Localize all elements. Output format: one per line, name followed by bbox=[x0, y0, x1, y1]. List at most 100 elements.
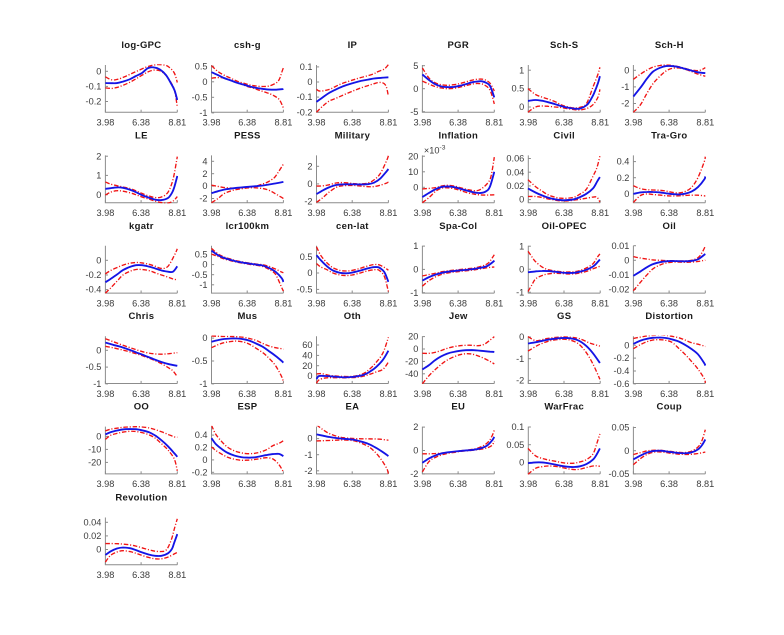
svg-text:0: 0 bbox=[413, 84, 418, 94]
svg-text:0: 0 bbox=[624, 255, 629, 265]
svg-text:0.5: 0.5 bbox=[195, 250, 208, 260]
svg-text:20: 20 bbox=[302, 361, 312, 371]
svg-text:6.38: 6.38 bbox=[238, 118, 256, 128]
svg-text:6.38: 6.38 bbox=[449, 298, 467, 308]
svg-text:1: 1 bbox=[519, 241, 524, 251]
svg-text:8.81: 8.81 bbox=[485, 389, 503, 399]
svg-text:8.81: 8.81 bbox=[591, 298, 609, 308]
svg-text:3.98: 3.98 bbox=[624, 389, 642, 399]
svg-text:8.81: 8.81 bbox=[274, 118, 292, 128]
svg-text:-0.2: -0.2 bbox=[192, 467, 208, 477]
svg-text:6.38: 6.38 bbox=[555, 479, 573, 489]
svg-text:6.38: 6.38 bbox=[132, 479, 150, 489]
svg-text:6.38: 6.38 bbox=[660, 298, 678, 308]
svg-text:3.98: 3.98 bbox=[96, 570, 114, 580]
svg-text:8.81: 8.81 bbox=[379, 479, 397, 489]
svg-text:3.98: 3.98 bbox=[96, 118, 114, 128]
svg-text:0: 0 bbox=[202, 333, 207, 343]
svg-text:0.01: 0.01 bbox=[612, 241, 630, 251]
svg-text:6.38: 6.38 bbox=[238, 298, 256, 308]
svg-text:0: 0 bbox=[519, 332, 524, 342]
svg-text:8.81: 8.81 bbox=[379, 298, 397, 308]
svg-text:0: 0 bbox=[307, 268, 312, 278]
svg-text:6.38: 6.38 bbox=[555, 389, 573, 399]
svg-text:4: 4 bbox=[202, 156, 207, 166]
svg-text:3.98: 3.98 bbox=[624, 479, 642, 489]
svg-text:8.81: 8.81 bbox=[696, 208, 714, 218]
svg-text:8.81: 8.81 bbox=[485, 118, 503, 128]
svg-text:-1: -1 bbox=[410, 288, 418, 298]
svg-text:3.98: 3.98 bbox=[519, 208, 537, 218]
svg-text:-0.5: -0.5 bbox=[86, 362, 102, 372]
svg-text:2: 2 bbox=[307, 161, 312, 171]
svg-text:0: 0 bbox=[624, 446, 629, 456]
svg-text:Chris: Chris bbox=[129, 311, 155, 322]
svg-text:0.04: 0.04 bbox=[506, 167, 524, 177]
svg-text:0: 0 bbox=[519, 264, 524, 274]
svg-text:0.5: 0.5 bbox=[195, 61, 208, 71]
svg-text:6.38: 6.38 bbox=[660, 479, 678, 489]
svg-text:0: 0 bbox=[519, 195, 524, 205]
svg-text:6.38: 6.38 bbox=[343, 208, 361, 218]
svg-text:3.98: 3.98 bbox=[413, 118, 431, 128]
svg-text:0: 0 bbox=[96, 66, 101, 76]
svg-text:0: 0 bbox=[96, 345, 101, 355]
svg-text:-2: -2 bbox=[304, 466, 312, 476]
svg-text:3.98: 3.98 bbox=[413, 389, 431, 399]
svg-text:0: 0 bbox=[413, 446, 418, 456]
svg-text:Spa-Col: Spa-Col bbox=[439, 221, 477, 232]
svg-text:EU: EU bbox=[451, 402, 465, 413]
svg-text:cen-lat: cen-lat bbox=[336, 221, 369, 232]
svg-text:0: 0 bbox=[624, 65, 629, 75]
svg-text:-0.05: -0.05 bbox=[608, 469, 629, 479]
svg-text:3.98: 3.98 bbox=[203, 118, 221, 128]
svg-text:3.98: 3.98 bbox=[96, 208, 114, 218]
svg-text:Sch-S: Sch-S bbox=[550, 40, 578, 51]
svg-text:EA: EA bbox=[345, 402, 359, 413]
svg-text:0: 0 bbox=[202, 181, 207, 191]
svg-text:-1: -1 bbox=[621, 82, 629, 92]
svg-text:0: 0 bbox=[96, 432, 101, 442]
svg-text:2: 2 bbox=[96, 151, 101, 161]
svg-text:0.04: 0.04 bbox=[84, 517, 102, 527]
svg-text:0: 0 bbox=[307, 179, 312, 189]
svg-text:-2: -2 bbox=[410, 469, 418, 479]
svg-text:8.81: 8.81 bbox=[379, 389, 397, 399]
svg-text:0: 0 bbox=[624, 189, 629, 199]
svg-text:OO: OO bbox=[134, 402, 149, 413]
svg-text:6.38: 6.38 bbox=[132, 208, 150, 218]
svg-text:3.98: 3.98 bbox=[96, 479, 114, 489]
svg-text:3.98: 3.98 bbox=[203, 479, 221, 489]
svg-text:-0.4: -0.4 bbox=[614, 366, 630, 376]
svg-text:0: 0 bbox=[413, 265, 418, 275]
svg-text:-1: -1 bbox=[199, 108, 207, 118]
svg-text:8.81: 8.81 bbox=[485, 208, 503, 218]
svg-text:0: 0 bbox=[519, 458, 524, 468]
svg-text:6.38: 6.38 bbox=[132, 389, 150, 399]
svg-text:0.05: 0.05 bbox=[506, 440, 524, 450]
svg-text:-0.6: -0.6 bbox=[614, 379, 630, 389]
svg-text:8.81: 8.81 bbox=[168, 298, 186, 308]
svg-text:8.81: 8.81 bbox=[274, 389, 292, 399]
svg-text:-0.2: -0.2 bbox=[86, 270, 102, 280]
svg-text:-1: -1 bbox=[199, 280, 207, 290]
svg-text:3.98: 3.98 bbox=[413, 298, 431, 308]
svg-text:6.38: 6.38 bbox=[343, 118, 361, 128]
svg-text:Military: Military bbox=[335, 130, 371, 141]
svg-text:3.98: 3.98 bbox=[624, 208, 642, 218]
svg-text:-20: -20 bbox=[405, 357, 418, 367]
svg-text:8.81: 8.81 bbox=[168, 208, 186, 218]
svg-text:2: 2 bbox=[202, 169, 207, 179]
svg-text:3.98: 3.98 bbox=[413, 479, 431, 489]
svg-text:0: 0 bbox=[307, 77, 312, 87]
svg-text:8.81: 8.81 bbox=[379, 208, 397, 218]
svg-text:-1: -1 bbox=[304, 450, 312, 460]
svg-text:ESP: ESP bbox=[237, 402, 257, 413]
svg-text:8.81: 8.81 bbox=[274, 298, 292, 308]
svg-text:5: 5 bbox=[413, 61, 418, 71]
svg-text:60: 60 bbox=[302, 340, 312, 350]
svg-text:3.98: 3.98 bbox=[413, 208, 431, 218]
svg-text:Oil-OPEC: Oil-OPEC bbox=[542, 221, 587, 232]
svg-text:8.81: 8.81 bbox=[485, 298, 503, 308]
svg-text:-0.5: -0.5 bbox=[192, 92, 208, 102]
